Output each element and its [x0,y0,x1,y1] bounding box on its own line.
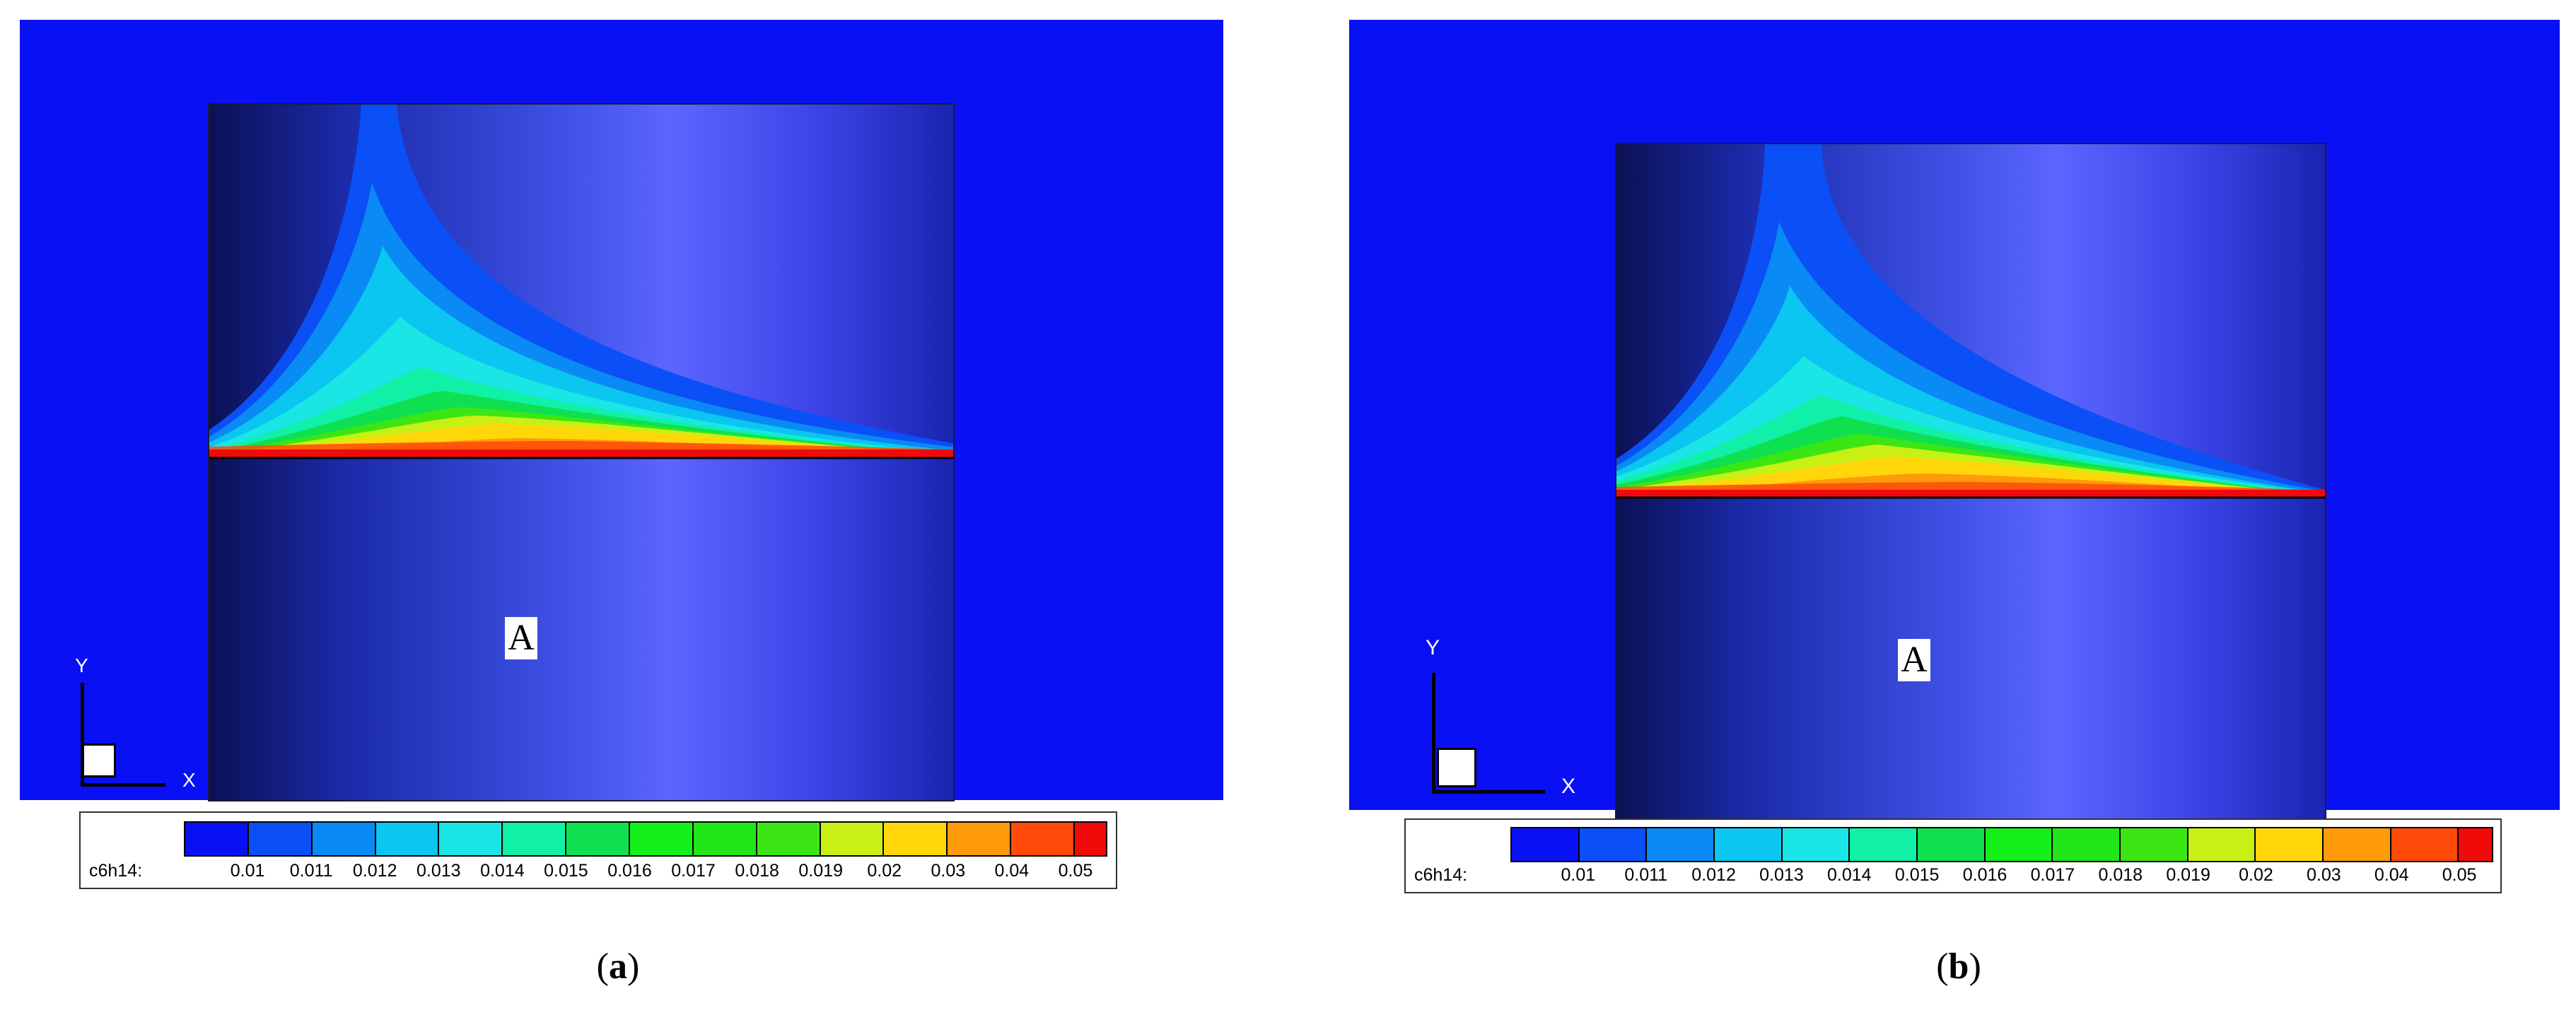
vessel-a: A [208,103,955,801]
legend-swatch [566,823,631,855]
legend-tick-label: 0.04 [2374,865,2409,885]
legend-swatch [1917,828,1986,861]
axis-x-line-b [1432,790,1545,794]
vessel-b: A [1615,143,2326,830]
contour-plot-b: A Y X [1349,20,2560,830]
point-label-b: A [1898,639,1930,681]
legend-swatch [375,823,440,855]
legend-b: c6h14: 0.01 0.011 0.012 0.013 0.014 0.015 0.01… [1404,818,2502,893]
legend-swatch [2391,828,2459,861]
legend-swatch [1647,828,1715,861]
axis-y-line-a [81,683,84,786]
legend-tick-label: 0.02 [2239,865,2273,885]
legend-tick-label: 0.03 [931,861,966,881]
axis-x-line-a [81,783,165,787]
legend-tick-label: 0.05 [1058,861,1093,881]
legend-tick-label: 0.012 [1691,865,1736,885]
legend-tick-label: 0.01 [230,861,265,881]
contour-plot-a: A Y X [20,20,1223,801]
legend-swatch [1075,823,1106,855]
axis-y-label-a: Y [75,654,88,676]
legend-swatch [2323,828,2391,861]
panel-a: A Y X c6h14: 0.01 0.011 0.012 0.013 0.014 0.0… [0,0,1273,1022]
legend-variable-a: c6h14: [89,861,143,881]
legend-swatch [884,823,948,855]
caption-a: (a) [596,946,640,987]
legend-tick-label: 0.019 [798,861,843,881]
legend-tick-label: 0.016 [607,861,652,881]
legend-swatch [1714,828,1783,861]
caption-letter-b: b [1948,946,1969,987]
legend-swatch [948,823,1012,855]
axis-origin-box-b [1437,748,1476,787]
legend-swatch [2120,828,2189,861]
legend-tick-label: 0.04 [994,861,1030,881]
concentration-contours-a [209,105,953,459]
legend-tick-label: 0.012 [352,861,397,881]
legend-swatch [1512,828,1580,861]
legend-swatch [1579,828,1648,861]
legend-swatch [1011,823,1076,855]
point-label-a: A [505,617,537,659]
legend-tick-label: 0.011 [289,861,333,881]
legend-swatch [503,823,567,855]
caption-letter-a: a [609,946,627,987]
legend-swatch [757,823,821,855]
legend-a: c6h14: 0.01 0.011 0.012 0.013 0.014 0.015 0.01… [79,811,1117,889]
legend-swatch [630,823,694,855]
legend-swatch [1985,828,2053,861]
legend-tick-label: 0.015 [1894,865,1940,885]
axis-y-line-b [1432,673,1435,793]
axis-x-label-a: X [182,769,196,791]
legend-tick-label: 0.018 [2098,865,2143,885]
legend-swatch [2188,828,2256,861]
legend-tick-label: 0.019 [2166,865,2210,885]
concentration-contours-b [1616,144,2325,499]
legend-tick-label: 0.015 [544,861,588,881]
legend-swatch [248,823,313,855]
legend-swatch [1850,828,1918,861]
legend-tick-label: 0.011 [1624,865,1668,885]
legend-tick-label: 0.014 [1827,865,1872,885]
legend-tick-label: 0.014 [480,861,525,881]
legend-variable-b: c6h14: [1414,865,1468,885]
legend-swatch [820,823,885,855]
axis-origin-box-a [82,744,116,777]
axis-x-label-b: X [1561,775,1576,798]
legend-ticks-b: 0.01 0.011 0.012 0.013 0.014 0.015 0.016 0.017 0… [1510,865,2493,889]
legend-tick-label: 0.017 [671,861,716,881]
legend-tick-label: 0.01 [1561,865,1596,885]
legend-tick-label: 0.013 [416,861,461,881]
legend-tick-label: 0.02 [867,861,902,881]
legend-tick-label: 0.013 [1759,865,1804,885]
legend-swatch [2459,828,2493,861]
legend-ticks-a: 0.01 0.011 0.012 0.013 0.014 0.015 0.016 0.017 0… [184,861,1107,885]
legend-swatch [693,823,757,855]
legend-swatch [185,823,249,855]
caption-b: (b) [1936,946,1981,987]
legend-swatch [2256,828,2324,861]
legend-swatch [1782,828,1851,861]
legend-swatches-a [184,821,1107,857]
panel-b: A Y X c6h14: 0.01 0.011 0.012 0.013 0.014 0.0… [1344,0,2576,1022]
legend-tick-label: 0.016 [1962,865,2007,885]
legend-tick-label: 0.05 [2442,865,2477,885]
legend-swatch [439,823,503,855]
legend-swatches-b [1510,827,2493,862]
legend-swatch [2053,828,2121,861]
legend-tick-label: 0.017 [2030,865,2075,885]
legend-tick-label: 0.018 [735,861,779,881]
legend-tick-label: 0.03 [2307,865,2341,885]
legend-swatch [312,823,376,855]
axis-y-label-b: Y [1426,636,1440,659]
